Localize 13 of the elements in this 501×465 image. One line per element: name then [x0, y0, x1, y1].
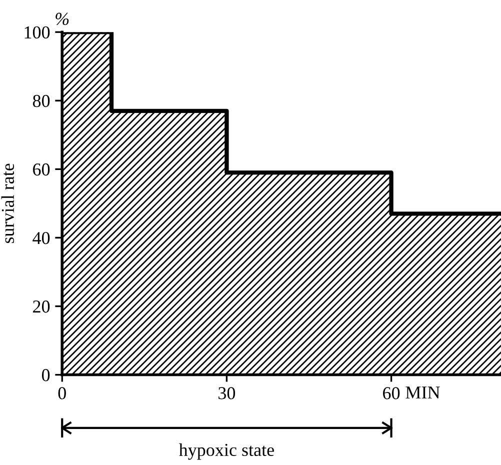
y-tick-label: 20 — [33, 300, 50, 313]
y-tick-label: 0 — [42, 369, 50, 382]
text: % — [56, 12, 69, 26]
y-axis-title: survial rate — [1, 164, 14, 244]
y-tick-label: 80 — [32, 94, 50, 108]
y-tick-label: 100 — [24, 26, 50, 39]
x-axis-title: MIN — [406, 386, 440, 398]
x-tick-label: 30 — [218, 387, 236, 400]
x-tick-label: 0 — [58, 387, 66, 400]
y-tick-label: 40 — [32, 232, 50, 244]
y-tick-label: 60 — [33, 163, 50, 176]
x-tick-label: 60 — [383, 387, 400, 400]
text: hypoxic state — [178, 443, 274, 460]
